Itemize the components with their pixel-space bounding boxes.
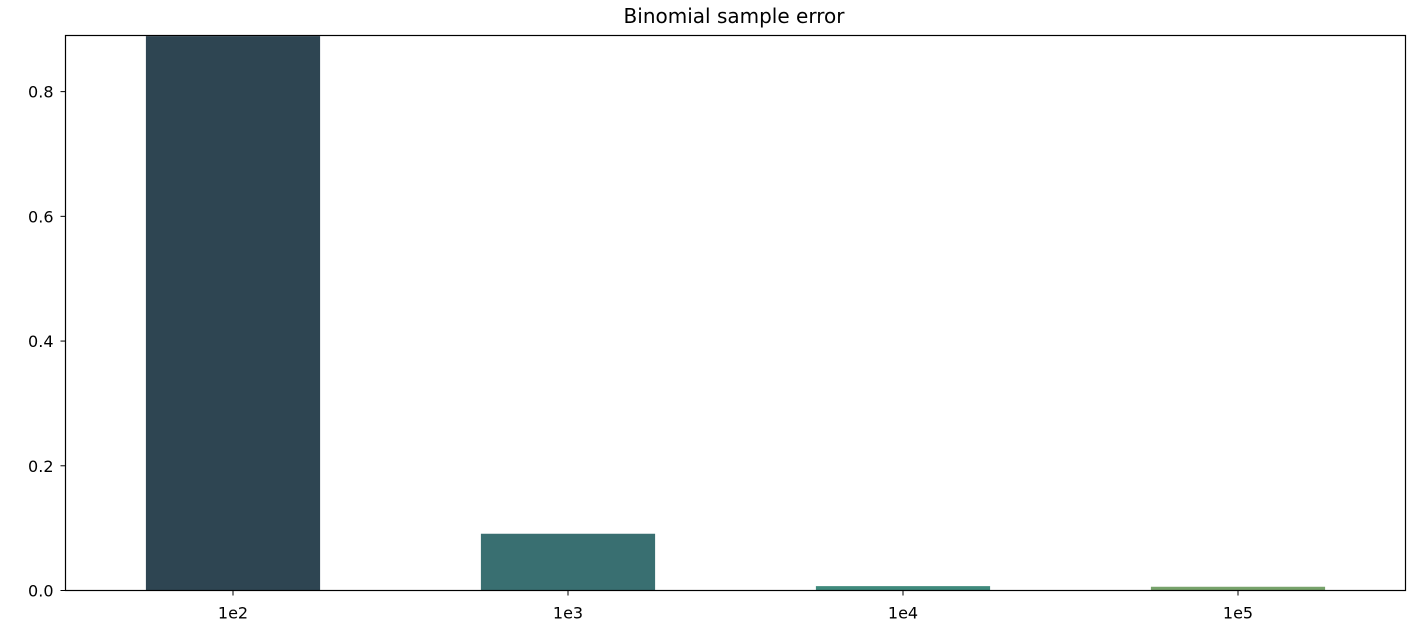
plot-frame xyxy=(64,34,1407,592)
y-tick-label: 0.8 xyxy=(28,83,53,102)
chart-title: Binomial sample error xyxy=(624,4,846,28)
y-tick-label: 0.6 xyxy=(28,207,53,226)
x-tick-label: 1e3 xyxy=(553,604,583,623)
y-tick-label: 0.4 xyxy=(28,332,53,351)
x-tick-label: 1e2 xyxy=(218,604,248,623)
x-axis: 1e2 1e3 1e4 1e5 xyxy=(218,590,1253,623)
y-tick-label: 0.2 xyxy=(28,457,53,476)
x-tick-label: 1e5 xyxy=(1223,604,1253,623)
bars-layer xyxy=(145,36,1326,591)
bar-1e4 xyxy=(815,586,991,591)
bar-1e5 xyxy=(1150,586,1326,591)
y-tick-label: 0.0 xyxy=(28,582,53,601)
bar-1e2 xyxy=(145,36,321,591)
x-tick-label: 1e4 xyxy=(888,604,918,623)
bar-1e3 xyxy=(480,533,656,591)
y-axis: 0.0 0.2 0.4 0.6 0.8 xyxy=(28,83,66,601)
